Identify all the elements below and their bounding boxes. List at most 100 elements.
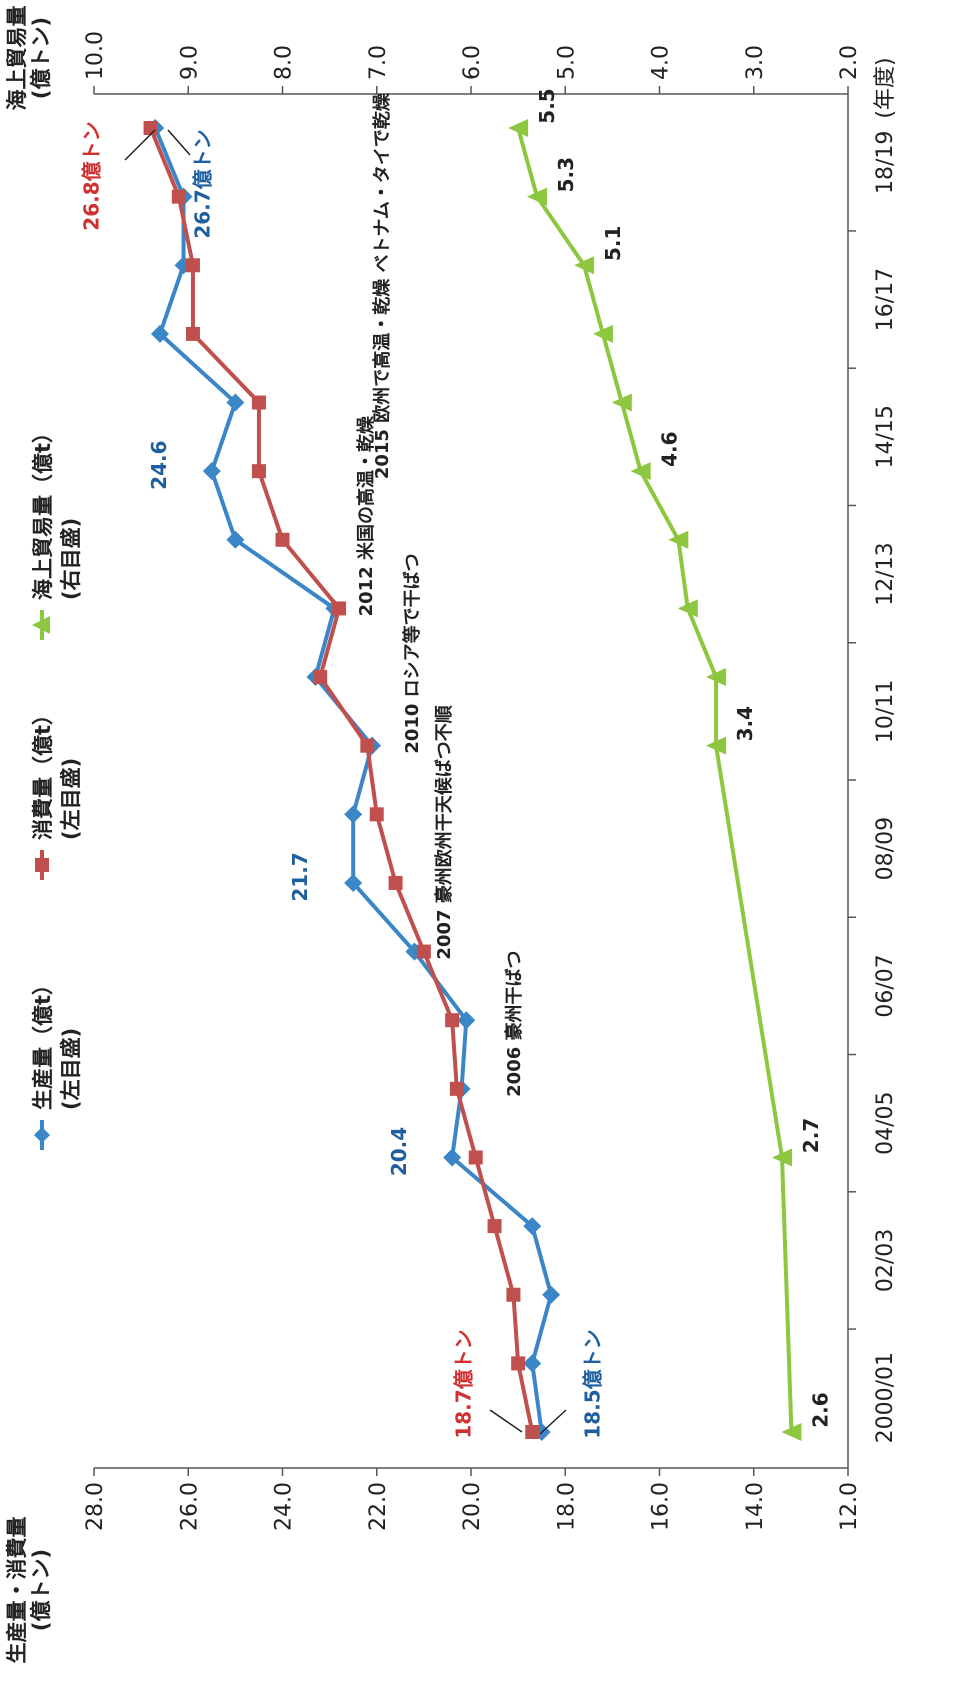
trade-point (592, 324, 613, 343)
consumption-point (143, 121, 158, 135)
left-axis-tick-label: 14.0 (743, 1482, 768, 1531)
trade-point (630, 462, 651, 481)
left-axis-tick-label: 24.0 (272, 1482, 297, 1531)
trade-point (668, 530, 689, 549)
consumption-point (506, 1287, 521, 1302)
data-label: 4.6 (658, 431, 682, 466)
category-tick-label: 02/03 (873, 1229, 898, 1292)
left-axis-tick-label: 20.0 (460, 1482, 485, 1531)
right-axis-title-line1: 海上貿易量 (5, 6, 29, 111)
category-axis-label: (年度) (873, 57, 898, 118)
series-layer (143, 119, 802, 1441)
consumption-point (369, 807, 384, 822)
right-axis-tick-label: 7.0 (366, 45, 391, 80)
production-point (457, 1011, 476, 1030)
consumption-point (525, 1425, 540, 1439)
series-line-3 (516, 127, 794, 1433)
callout-arrow (539, 1409, 567, 1435)
production-point (443, 1148, 462, 1167)
right-axis-tick-label: 5.0 (554, 45, 579, 80)
consumption-point (251, 464, 266, 479)
category-tick-label: 18/19 (873, 131, 898, 194)
trade-point (611, 393, 632, 412)
legend-label: 生産量（億t） (31, 974, 55, 1110)
data-label: 26.7億トン (190, 129, 214, 238)
right-axis-tick-label: 6.0 (460, 45, 485, 80)
trade-point (526, 187, 547, 206)
category-tick-label: 12/13 (873, 542, 898, 605)
category-tick-label: 10/11 (873, 680, 898, 743)
event-annotation: 2015 欧州で高温・乾燥 ベトナム・タイで乾燥 (371, 92, 393, 479)
trade-point (677, 599, 698, 618)
callout-arrow (489, 1409, 523, 1433)
right-axis-tick-label: 8.0 (272, 45, 297, 80)
data-label: 20.4 (387, 1127, 411, 1176)
left-axis-tick-label: 12.0 (837, 1482, 862, 1531)
left-axis-tick-label: 28.0 (83, 1482, 108, 1531)
left-axis-title-line2: (億トン) (29, 1549, 53, 1631)
production-point (226, 393, 245, 412)
data-label: 5.5 (535, 88, 559, 123)
event-annotation: 2010 ロシア等で干ばつ (401, 553, 423, 753)
right-axis-tick-label: 9.0 (177, 45, 202, 80)
callout-arrow (167, 129, 191, 156)
legend: 生産量（億t） (左目盛)消費量（億t） (左目盛)海上貿易量（億t） (右目盛) (31, 422, 83, 1150)
production-point (523, 1354, 542, 1373)
consumption-point (449, 1081, 464, 1096)
data-label: 5.1 (601, 226, 625, 261)
legend-label: 海上貿易量（億t） (31, 422, 55, 600)
production-point (344, 805, 363, 824)
right-axis-tick-label: 10.0 (83, 31, 108, 80)
data-label: 5.3 (554, 157, 578, 192)
category-tick-label: 16/17 (873, 268, 898, 331)
legend-marker (34, 1127, 50, 1143)
production-point (344, 873, 363, 892)
production-point (542, 1285, 561, 1304)
labels-layer: 18.5億トン 18.7億トン 20.4 21.7 24.6 26.7億トン 26.8億トン… (80, 88, 833, 1438)
consumption-point (388, 875, 403, 890)
data-label: 18.5億トン (581, 1329, 605, 1438)
legend-label: 消費量（億t） (31, 704, 55, 840)
category-tick-label: 08/09 (873, 817, 898, 880)
consumption-point (468, 1150, 483, 1165)
data-label: 18.7億トン (451, 1329, 475, 1438)
data-label: 3.4 (733, 706, 757, 741)
consumption-point (445, 1013, 460, 1028)
category-tick-label: 2000/01 (873, 1352, 898, 1443)
event-annotation: 2012 米国の高温・乾燥 (355, 415, 377, 616)
trade-point (772, 1148, 793, 1167)
legend-marker (32, 616, 50, 634)
series-line-2 (148, 127, 535, 1433)
production-point (226, 530, 245, 549)
consumption-point (251, 395, 266, 410)
series-line-1 (153, 127, 554, 1433)
right-axis-tick-label: 4.0 (649, 45, 674, 80)
event-annotation: 2007 豪州欧州干天候ばつ不順 (433, 704, 455, 959)
consumption-point (332, 601, 347, 616)
data-label: 24.6 (147, 440, 171, 489)
left-axis-tick-label: 16.0 (649, 1482, 674, 1531)
left-axis-tick-label: 26.0 (177, 1482, 202, 1531)
trade-point (706, 736, 727, 755)
consumption-point (185, 258, 200, 273)
category-tick-label: 14/15 (873, 405, 898, 468)
data-label: 21.7 (288, 852, 312, 901)
data-label: 26.8億トン (80, 121, 104, 230)
category-tick-label: 06/07 (873, 954, 898, 1017)
consumption-point (275, 532, 290, 547)
legend-sub-label: (左目盛) (59, 1028, 83, 1110)
trade-point (706, 668, 727, 687)
legend-sub-label: (左目盛) (59, 758, 83, 840)
left-axis-tick-label: 22.0 (366, 1482, 391, 1531)
callout-arrow (124, 129, 156, 161)
right-axis-tick-label: 3.0 (743, 45, 768, 80)
left-axis-title-line1: 生産量・消費量 (5, 1517, 29, 1664)
trade-point (781, 1423, 802, 1441)
left-axis-tick-label: 18.0 (554, 1482, 579, 1531)
category-tick-label: 04/05 (873, 1091, 898, 1154)
production-point (202, 462, 221, 481)
consumption-point (360, 738, 375, 753)
chart-axes: 12.0 14.0 16.0 18.0 20.0 22.0 24.0 26.0 28.0 2.0 3… (5, 6, 898, 1664)
consumption-point (313, 670, 328, 685)
